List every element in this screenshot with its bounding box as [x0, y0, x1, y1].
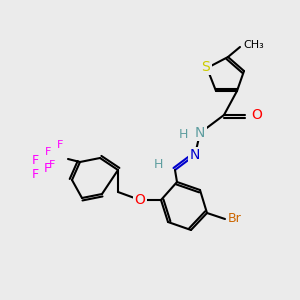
Text: F: F — [57, 140, 63, 150]
Text: Br: Br — [228, 212, 242, 226]
Text: S: S — [202, 60, 210, 74]
Text: O: O — [135, 193, 146, 207]
Text: H: H — [178, 128, 188, 142]
Text: N: N — [195, 126, 205, 140]
Text: F: F — [44, 161, 51, 175]
Text: F: F — [32, 154, 39, 166]
Text: F: F — [45, 147, 51, 157]
Text: O: O — [251, 108, 262, 122]
Text: F: F — [32, 169, 39, 182]
Text: CH₃: CH₃ — [243, 40, 264, 50]
Text: F: F — [49, 160, 55, 170]
Text: H: H — [154, 158, 163, 170]
Text: N: N — [190, 148, 200, 162]
